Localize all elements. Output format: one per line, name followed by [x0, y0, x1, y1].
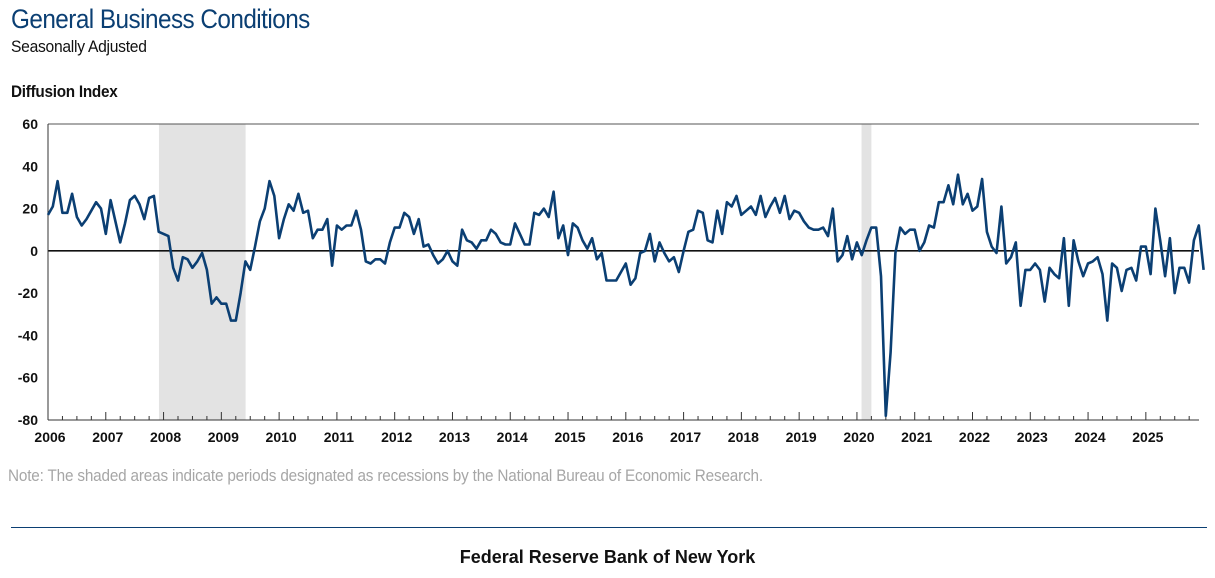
x-tick-label: 2016 [612, 429, 643, 445]
x-tick-label: 2019 [786, 429, 817, 445]
y-tick-label: 0 [30, 243, 38, 259]
y-tick-label: -60 [18, 370, 38, 386]
footer-divider [11, 527, 1207, 528]
chart-gridlines [48, 123, 1199, 252]
x-tick-label: 2025 [1132, 429, 1163, 445]
chart-subtitle: Seasonally Adjusted [11, 37, 147, 56]
y-tick-label: 60 [22, 116, 38, 132]
recession-note: Note: The shaded areas indicate periods … [8, 466, 763, 485]
x-tick-label: 2006 [34, 429, 65, 445]
y-tick-label: -40 [18, 327, 38, 343]
y-tick-label: 40 [22, 158, 38, 174]
series-line-general-business-conditions [46, 173, 1205, 418]
y-axis-label: Diffusion Index [11, 82, 118, 101]
x-tick-label: 2013 [439, 429, 470, 445]
x-tick-label: 2007 [92, 429, 123, 445]
recession-shading [158, 124, 872, 420]
x-tick-label: 2022 [959, 429, 990, 445]
x-tick-label: 2010 [266, 429, 297, 445]
x-tick-label: 2008 [150, 429, 181, 445]
y-tick-label: 20 [22, 201, 38, 217]
recession-band-2 [861, 124, 872, 420]
recession-band-1 [158, 124, 246, 420]
x-tick-label: 2009 [208, 429, 239, 445]
x-tick-label: 2011 [324, 429, 355, 445]
x-tick-label: 2012 [381, 429, 412, 445]
x-tick-label: 2017 [670, 429, 701, 445]
x-tick-label: 2015 [554, 429, 585, 445]
y-tick-label: -20 [18, 285, 38, 301]
x-tick-label: 2018 [728, 429, 759, 445]
footer-source: Federal Reserve Bank of New York [459, 547, 756, 567]
x-tick-label: 2014 [497, 429, 528, 445]
chart-title: General Business Conditions [11, 4, 310, 34]
x-tick-label: 2020 [843, 429, 874, 445]
x-tick-label: 2021 [901, 429, 932, 445]
x-tick-label: 2024 [1074, 429, 1105, 445]
x-tick-label: 2023 [1017, 429, 1048, 445]
chart-axes [47, 124, 1199, 421]
y-tick-label: -80 [18, 412, 38, 428]
